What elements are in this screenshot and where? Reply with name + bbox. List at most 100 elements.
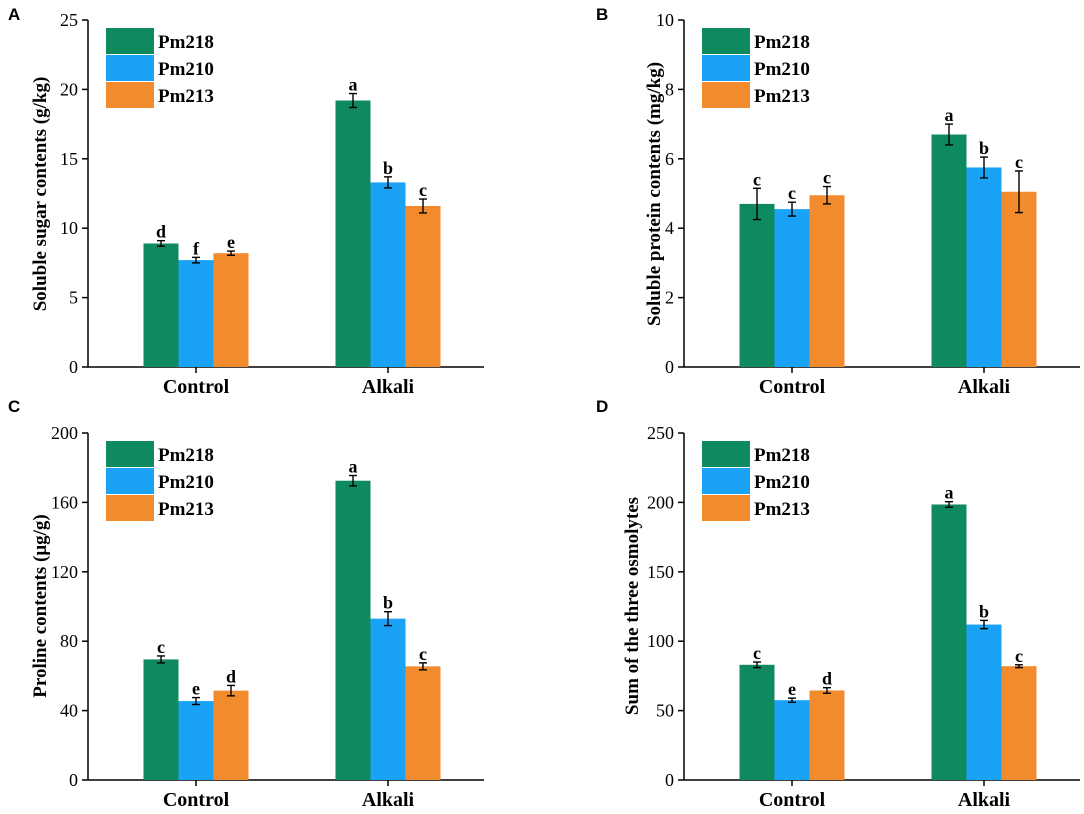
y-tick-label: 120	[51, 562, 78, 582]
x-category-label: Alkali	[958, 376, 1011, 398]
legend-swatch-pm218	[106, 28, 154, 54]
legend-swatch-pm218	[702, 441, 750, 467]
bar-pm218-control	[143, 659, 179, 780]
panel-letter: A	[8, 5, 20, 24]
significance-letter: c	[753, 169, 761, 189]
significance-letter: a	[349, 457, 358, 477]
significance-letter: a	[945, 105, 954, 125]
significance-letter: f	[193, 238, 200, 258]
legend-swatch-pm213	[702, 495, 750, 521]
bar-pm218-alkali	[335, 480, 371, 780]
bar-pm210-alkali	[370, 618, 406, 780]
y-axis-title: Soluble protein contents (mg/kg)	[644, 62, 665, 326]
significance-letter: c	[157, 637, 165, 657]
bar-pm218-control	[739, 203, 775, 367]
bar-pm213-control	[809, 195, 845, 367]
y-tick-label: 5	[69, 288, 78, 308]
legend-swatch-pm210	[106, 55, 154, 81]
bar-pm210-alkali	[966, 624, 1002, 780]
legend-swatch-pm210	[106, 468, 154, 494]
y-tick-label: 40	[60, 701, 78, 721]
legend-label: Pm210	[158, 59, 214, 80]
legend-label: Pm210	[754, 472, 810, 493]
bar-pm218-alkali	[335, 100, 371, 367]
legend-swatch-pm210	[702, 468, 750, 494]
significance-letter: a	[349, 75, 358, 95]
x-category-label: Control	[759, 789, 826, 809]
x-category-label: Control	[759, 376, 826, 398]
significance-letter: c	[419, 644, 427, 664]
y-tick-label: 150	[647, 562, 674, 582]
legend-swatch-pm218	[702, 28, 750, 54]
legend-label: Pm213	[158, 86, 214, 107]
legend-label: Pm218	[158, 32, 214, 53]
x-category-label: Alkali	[362, 789, 415, 809]
significance-letter: c	[1015, 152, 1023, 172]
bar-pm213-alkali	[405, 205, 441, 367]
y-tick-label: 50	[656, 701, 674, 721]
significance-letter: c	[1015, 646, 1023, 666]
y-tick-label: 200	[51, 423, 78, 443]
legend-label: Pm218	[754, 32, 810, 53]
legend-label: Pm213	[754, 499, 810, 520]
legend-swatch-pm213	[106, 495, 154, 521]
y-axis-title: Sum of the three osmolytes	[622, 497, 643, 715]
y-axis-title: Proline contents (μg/g)	[30, 514, 51, 698]
panel-letter: C	[8, 397, 20, 416]
y-tick-label: 0	[665, 357, 674, 377]
legend-swatch-pm210	[702, 55, 750, 81]
bar-pm218-alkali	[931, 504, 967, 780]
significance-letter: b	[383, 158, 393, 178]
significance-letter: e	[192, 679, 200, 699]
bar-pm213-control	[809, 690, 845, 780]
significance-letter: c	[823, 168, 831, 188]
legend-label: Pm210	[754, 59, 810, 80]
significance-letter: b	[979, 601, 989, 621]
y-tick-label: 2	[665, 288, 674, 308]
panel-letter: B	[596, 5, 608, 24]
y-tick-label: 15	[60, 149, 78, 169]
y-axis-title: Soluble sugar contents (g/kg)	[30, 77, 51, 312]
significance-letter: e	[227, 232, 235, 252]
y-tick-label: 160	[51, 492, 78, 512]
y-tick-label: 10	[60, 218, 78, 238]
legend-label: Pm213	[158, 499, 214, 520]
bar-pm213-control	[213, 253, 249, 367]
y-tick-label: 100	[647, 631, 674, 651]
y-tick-label: 20	[60, 79, 78, 99]
y-tick-label: 6	[665, 149, 674, 169]
bar-pm210-control	[178, 701, 214, 780]
bar-pm213-control	[213, 690, 249, 780]
chart-panel-d: D 0 50 100 150 200 250 Sum of the three osmolyt…	[596, 397, 1080, 811]
bar-pm210-alkali	[966, 167, 1002, 367]
chart-panel-a: A 0 5 10 15 20 25 Soluble sugar contents (g/kg)…	[8, 5, 484, 398]
legend-label: Pm218	[754, 445, 810, 466]
bar-pm218-alkali	[931, 134, 967, 367]
significance-letter: d	[156, 222, 166, 242]
significance-letter: b	[979, 138, 989, 158]
legend-swatch-pm218	[106, 441, 154, 467]
bar-pm213-alkali	[405, 666, 441, 780]
x-category-label: Control	[163, 789, 230, 809]
y-tick-label: 4	[665, 218, 674, 238]
bar-pm210-control	[774, 700, 810, 780]
significance-letter: c	[788, 183, 796, 203]
significance-letter: d	[822, 669, 832, 689]
significance-letter: e	[788, 679, 796, 699]
bar-pm210-control	[774, 209, 810, 367]
legend-swatch-pm213	[702, 82, 750, 108]
y-tick-label: 25	[60, 10, 78, 30]
x-category-label: Alkali	[362, 376, 415, 398]
y-tick-label: 0	[69, 770, 78, 790]
y-tick-label: 0	[69, 357, 78, 377]
significance-letter: c	[753, 643, 761, 663]
legend-label: Pm213	[754, 86, 810, 107]
y-tick-label: 0	[665, 770, 674, 790]
bar-pm218-control	[143, 243, 179, 367]
legend-swatch-pm213	[106, 82, 154, 108]
significance-letter: b	[383, 593, 393, 613]
bar-pm213-alkali	[1001, 666, 1037, 780]
bar-pm213-alkali	[1001, 191, 1037, 367]
